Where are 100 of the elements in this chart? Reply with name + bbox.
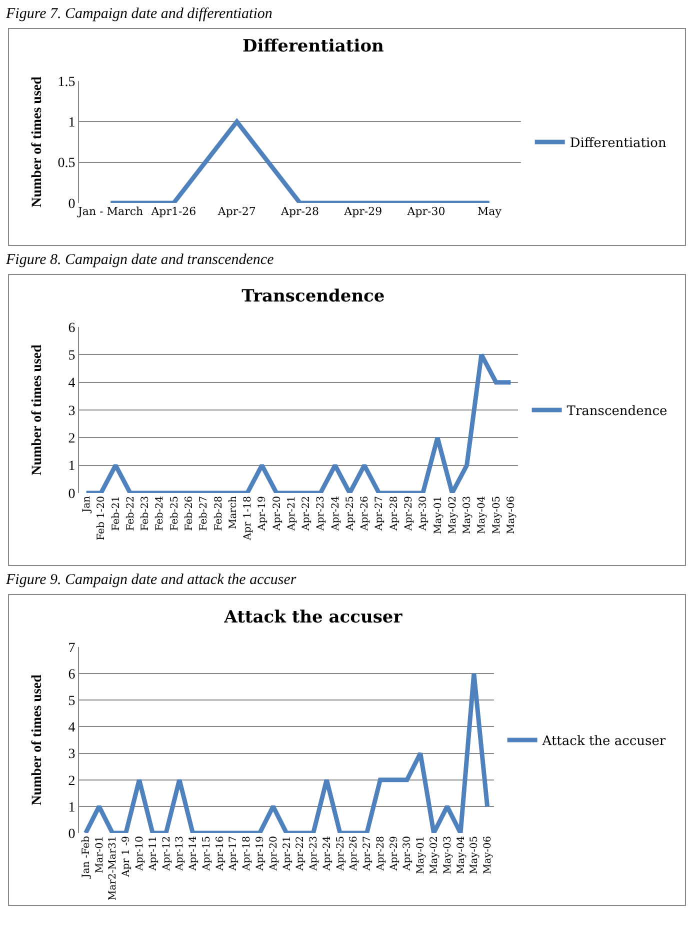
legend-label: Attack the accuser [541, 734, 666, 750]
y-tick-label: 7 [68, 640, 76, 656]
x-tick-label: Apr-19 [254, 836, 266, 872]
chart-title: Attack the accuser [223, 607, 404, 628]
y-tick-label: 5 [68, 348, 76, 364]
chart-title: Transcendence [242, 286, 385, 306]
caption: Figure 8. Campaign date and transcendence [6, 252, 275, 270]
x-tick-label: Apr-23 [316, 496, 327, 532]
x-tick-label: Mar-01 [94, 836, 106, 874]
y-axis-title: Number of times used [30, 76, 45, 208]
x-tick-label: Apr-15 [201, 836, 212, 872]
legend-label: Differentiation [570, 136, 667, 152]
x-tick-label: Apr-17 [228, 836, 240, 872]
x-tick-label: May-04 [476, 496, 488, 534]
caption: Figure 7. Campaign date and differentiation [6, 6, 274, 24]
x-tick-label: Apr-27 [362, 836, 374, 872]
y-tick-label: 6 [68, 320, 76, 336]
x-tick-label: March [228, 495, 239, 530]
y-tick-label: 0 [68, 486, 76, 502]
x-tick-label: Apr-27 [374, 496, 386, 532]
y-tick-label: 1 [68, 116, 76, 131]
y-axis-title: Number of times used [30, 344, 45, 476]
x-tick-label: Jan - March [77, 205, 144, 218]
x-tick-label: Apr-26 [360, 496, 371, 532]
x-tick-label: Apr-10 [134, 836, 146, 872]
x-tick-label: Apr-26 [348, 836, 360, 872]
x-tick-label: Feb-21 [110, 496, 122, 531]
x-tick-label: Apr 1-18 [242, 496, 254, 542]
x-tick-label: Apr-21 [282, 836, 293, 872]
legend-label: Transcendence [566, 404, 668, 420]
y-tick-label: 0.5 [58, 156, 76, 172]
x-tick-label: Apr-12 [161, 836, 172, 872]
x-tick-label: Feb-22 [125, 496, 136, 531]
x-tick-label: Feb-23 [140, 496, 152, 531]
x-tick-label: May-02 [447, 496, 458, 534]
x-tick-label: Apr-29 [343, 205, 382, 218]
y-tick-label: 2 [68, 774, 76, 789]
x-tick-label: Apr-24 [330, 496, 342, 532]
x-tick-label: Apr-28 [388, 496, 400, 532]
y-axis-title: Number of times used [30, 674, 45, 806]
x-tick-label: Apr-23 [308, 836, 320, 872]
x-tick-label: May-06 [506, 496, 517, 534]
caption: Figure 9. Campaign date and attack the accuser [6, 572, 298, 590]
line-series [84, 352, 513, 493]
y-tick-label: 0 [68, 196, 76, 212]
x-tick-label: Apr-19 [257, 496, 268, 532]
x-tick-label: Apr-20 [268, 836, 280, 872]
x-tick-label: May [477, 205, 502, 218]
x-tick-label: Apr-25 [344, 496, 356, 532]
x-tick-label: Apr-29 [388, 836, 400, 872]
x-tick-label: Apr-14 [188, 836, 200, 872]
x-tick-label: Apr-11 [148, 836, 159, 872]
x-tick-label: Apr-29 [404, 496, 414, 532]
y-tick-label: 0 [68, 826, 76, 842]
x-tick-label: Apr-13 [174, 836, 186, 872]
x-tick-label: Apr-25 [335, 836, 346, 872]
x-tick-label: Apr-22 [295, 836, 306, 872]
y-tick-label: 5 [68, 694, 76, 710]
x-tick-label: May-04 [456, 836, 467, 874]
x-tick-label: Mar2-Mar31 [108, 836, 119, 900]
y-tick-label: 6 [68, 667, 76, 682]
x-tick-label: Apr-16 [214, 836, 226, 872]
x-tick-label: Apr-21 [286, 496, 298, 532]
x-tick-label: Feb-27 [198, 496, 210, 531]
x-tick-label: May-05 [469, 836, 480, 874]
chart-title: Differentiation [242, 36, 384, 57]
x-tick-label: Jan -Feb [80, 836, 92, 879]
x-tick-label: Jan [82, 495, 93, 514]
x-tick-label: Feb-25 [169, 496, 180, 531]
x-tick-label: Apr-30 [402, 836, 414, 872]
x-tick-label: Apr-22 [301, 496, 312, 532]
x-tick-label: May-02 [429, 836, 440, 874]
x-tick-label: May-05 [491, 496, 502, 534]
x-tick-label: Apr-30 [418, 496, 430, 532]
x-tick-label: May-03 [462, 496, 474, 534]
x-tick-label: Apr-18 [242, 836, 253, 872]
y-tick-label: 2 [68, 432, 76, 447]
x-tick-label: Feb-24 [154, 496, 166, 531]
x-tick-label: Apr-24 [322, 836, 333, 872]
y-tick-label: 4 [68, 376, 76, 392]
x-tick-label: Feb 1-20 [96, 496, 108, 540]
x-tick-label: May-01 [432, 496, 444, 534]
y-tick-label: 1 [68, 459, 76, 474]
x-tick-label: Apr-28 [375, 836, 386, 872]
x-tick-label: May-01 [416, 836, 427, 874]
x-tick-label: May-06 [482, 836, 494, 874]
y-tick-label: 1.5 [58, 74, 76, 90]
x-tick-label: Apr-28 [280, 205, 319, 218]
x-tick-label: Feb-26 [184, 496, 195, 531]
x-tick-label: Apr1-26 [150, 205, 196, 218]
x-tick-label: Apr-30 [406, 205, 446, 218]
y-tick-label: 4 [68, 720, 76, 736]
line-series [83, 671, 490, 833]
x-tick-label: Apr-20 [272, 496, 283, 532]
y-tick-label: 3 [68, 404, 76, 419]
x-tick-label: May-03 [442, 836, 454, 874]
y-tick-label: 3 [68, 747, 76, 762]
x-tick-label: Apr-27 [216, 205, 256, 218]
x-tick-label: Apr 1 -9 [121, 836, 132, 878]
x-tick-label: Feb-28 [213, 496, 224, 531]
